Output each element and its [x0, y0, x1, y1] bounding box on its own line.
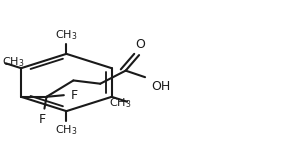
- Text: O: O: [136, 38, 146, 51]
- Text: F: F: [70, 89, 77, 102]
- Text: CH$_3$: CH$_3$: [55, 28, 78, 42]
- Text: CH$_3$: CH$_3$: [109, 96, 131, 110]
- Text: OH: OH: [151, 80, 170, 93]
- Text: F: F: [38, 113, 46, 126]
- Text: CH$_3$: CH$_3$: [55, 123, 78, 137]
- Text: CH$_3$: CH$_3$: [2, 55, 24, 69]
